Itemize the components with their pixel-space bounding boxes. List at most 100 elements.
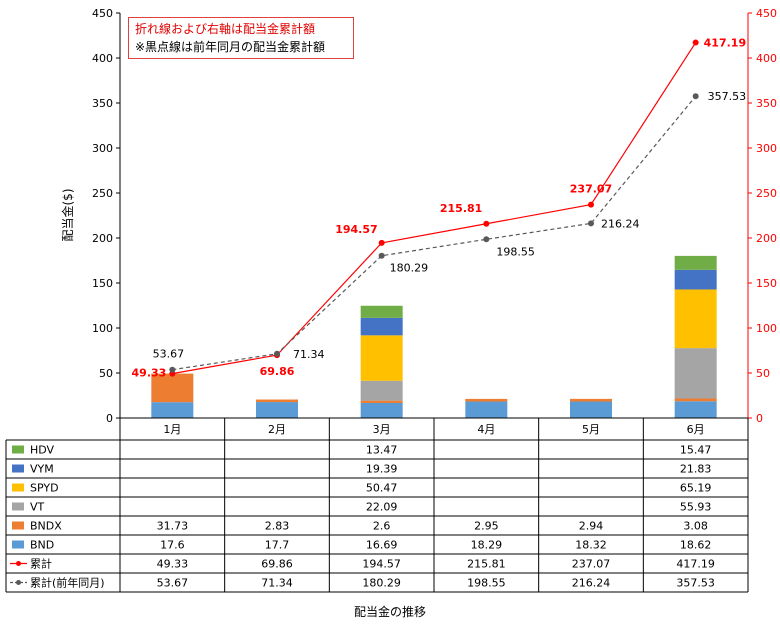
table-cell: 21.83 [680, 463, 712, 476]
left-tick-label: 450 [92, 7, 113, 20]
bar-bnd-segment [151, 402, 194, 418]
legend-label: BND [30, 539, 54, 552]
right-tick-label: 450 [756, 7, 777, 20]
table-cell: 69.86 [261, 558, 293, 571]
right-tick-label: 200 [756, 232, 777, 245]
annotation-line-1: 折れ線および右軸は配当金累計額 [135, 22, 316, 36]
left-tick-label: 200 [92, 232, 113, 245]
prev-year-data-label: 198.55 [496, 245, 535, 258]
table-cell: 194.57 [362, 558, 401, 571]
line-prev-year-cumulative [172, 95, 697, 371]
table-cell: 55.93 [680, 501, 712, 514]
prev-year-data-label: 180.29 [390, 262, 429, 275]
bar-bnd-segment [570, 401, 612, 418]
bar-bnd-segment [465, 401, 508, 418]
prev-year-point [483, 236, 490, 243]
right-tick-label: 150 [756, 277, 777, 290]
legend-swatch-bndx [12, 521, 24, 530]
bar-vt-segment [360, 380, 403, 401]
table-cell: 2.6 [373, 520, 391, 533]
prev-year-data-label: 357.53 [708, 90, 747, 103]
bar-bndx-segment [151, 373, 194, 403]
right-tick-label: 400 [756, 52, 777, 65]
table-cell: 2.94 [579, 520, 604, 533]
bar-bndx-segment [674, 398, 717, 402]
table-cell: 215.81 [467, 558, 506, 571]
table-cell: 357.53 [676, 577, 715, 590]
table-cell: 18.62 [680, 539, 712, 552]
bar-spyd-segment [674, 289, 717, 349]
category-label: 3月 [373, 423, 391, 436]
bar-hdv-segment [360, 305, 403, 318]
table-cell: 15.47 [680, 444, 712, 457]
cumulative-data-label: 215.81 [440, 202, 482, 215]
prev-year-point [378, 252, 385, 259]
legend-swatch-spyd [12, 483, 24, 492]
bar-bndx-segment [570, 398, 612, 402]
category-label: 5月 [582, 423, 600, 436]
legend-swatch-vt [12, 502, 24, 511]
cumulative-data-label: 417.19 [704, 37, 746, 50]
bar-vt-segment [674, 348, 717, 399]
category-label: 4月 [477, 423, 495, 436]
table-cell: 198.55 [467, 577, 506, 590]
right-tick-label: 100 [756, 322, 777, 335]
bar-vym-segment [360, 317, 403, 336]
legend-marker [16, 561, 21, 566]
right-tick-label: 50 [756, 367, 770, 380]
table-cell: 49.33 [157, 558, 189, 571]
legend-marker [16, 580, 21, 585]
table-cell: 2.95 [474, 520, 499, 533]
table-cell: 216.24 [572, 577, 611, 590]
left-tick-label: 350 [92, 97, 113, 110]
prev-year-point [692, 93, 699, 100]
table-cell: 17.6 [160, 539, 185, 552]
prev-year-point [588, 220, 594, 227]
cumulative-point [692, 39, 699, 46]
right-tick-label: 350 [756, 97, 777, 110]
table-cell: 18.29 [471, 539, 503, 552]
x-axis-title: 配当金の推移 [353, 605, 426, 619]
category-label: 2月 [268, 423, 286, 436]
cumulative-data-label: 194.57 [335, 223, 377, 236]
left-tick-label: 250 [92, 187, 113, 200]
cumulative-data-label: 49.33 [132, 367, 167, 380]
left-tick-label: 100 [92, 322, 113, 335]
table-cell: 17.7 [265, 539, 290, 552]
bar-hdv-segment [674, 255, 717, 270]
bar-vym-segment [674, 269, 717, 290]
table-cell: 16.69 [366, 539, 398, 552]
cumulative-point [588, 201, 594, 208]
table-cell: 417.19 [676, 558, 715, 571]
right-tick-label: 0 [756, 412, 763, 425]
table-cell: 19.39 [366, 463, 398, 476]
table-cell: 65.19 [680, 482, 712, 495]
legend-label: HDV [30, 444, 55, 457]
right-tick-label: 250 [756, 187, 777, 200]
prev-year-data-label: 216.24 [601, 217, 640, 230]
legend-swatch-hdv [12, 445, 24, 454]
prev-year-data-label: 71.34 [293, 348, 325, 361]
cumulative-point [483, 220, 490, 227]
annotation-line-2: ※黒点線は前年同月の配当金累計額 [135, 40, 326, 54]
category-label: 1月 [163, 423, 181, 436]
legend-label: VT [30, 501, 45, 514]
left-tick-label: 0 [106, 412, 113, 425]
legend-label: SPYD [30, 482, 59, 495]
table-cell: 53.67 [157, 577, 189, 590]
y-axis-title: 配当金($) [60, 189, 75, 242]
prev-year-point [169, 366, 176, 373]
legend-label: 累計(前年同月) [30, 576, 105, 590]
cumulative-data-label: 237.07 [570, 183, 612, 196]
table-cell: 180.29 [362, 577, 401, 590]
cumulative-data-label: 69.86 [260, 365, 295, 378]
table-cell: 237.07 [572, 558, 611, 571]
table-cell: 31.73 [157, 520, 189, 533]
bar-bnd-segment [674, 401, 717, 418]
legend-label: VYM [30, 463, 54, 476]
table-cell: 3.08 [683, 520, 708, 533]
bar-spyd-segment [360, 335, 403, 381]
left-tick-label: 50 [99, 367, 113, 380]
table-cell: 71.34 [261, 577, 293, 590]
